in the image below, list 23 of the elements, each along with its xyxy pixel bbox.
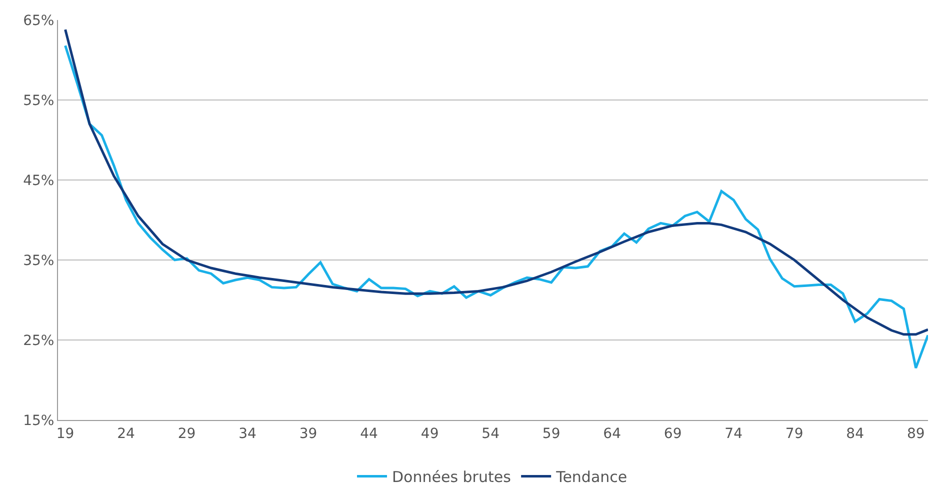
y-tick-label: 35% [23,252,54,269]
y-tick-label: 25% [23,332,54,349]
x-tick-label: 89 [906,426,925,442]
x-tick-label: 29 [178,426,196,442]
x-tick-label: 44 [360,426,378,442]
y-tick-label: 55% [23,92,54,109]
legend-label: Tendance [555,468,628,486]
x-tick-label: 49 [420,426,439,442]
x-tick-label: 64 [603,426,622,442]
y-tick-label: 65% [23,12,54,29]
x-tick-label: 69 [664,426,682,442]
x-tick-label: 79 [785,426,804,442]
x-tick-label: 54 [482,426,500,442]
x-tick-label: 84 [846,426,864,442]
y-tick-label: 15% [23,412,54,429]
x-tick-label: 39 [299,426,318,442]
x-tick-label: 24 [117,426,136,442]
x-tick-label: 59 [542,426,560,442]
y-tick-label: 45% [23,172,54,189]
x-tick-label: 34 [238,426,257,442]
x-tick-label: 74 [724,426,743,442]
x-tick-label: 19 [56,426,74,442]
legend-label: Données brutes [392,468,512,486]
